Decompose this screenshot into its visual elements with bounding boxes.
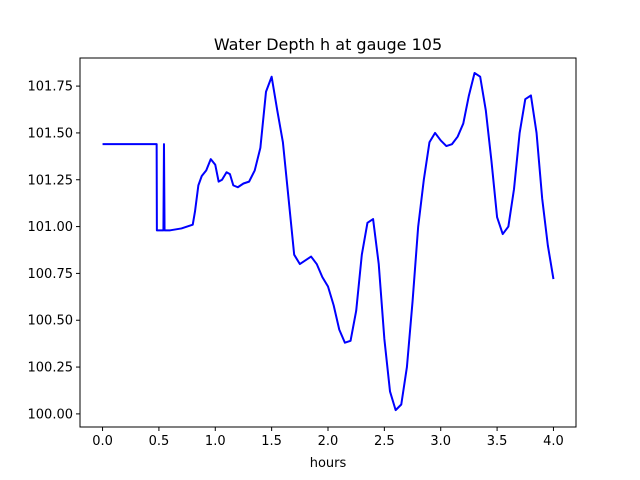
x-tick-label: 2.5 bbox=[374, 434, 395, 449]
x-tick-label: 0.0 bbox=[92, 434, 113, 449]
y-axis: 100.00 100.25 100.50 100.75 101.00 101.25 101.… bbox=[28, 80, 80, 422]
y-tick-label: 101.00 bbox=[28, 220, 74, 235]
x-tick-label: 2.0 bbox=[318, 434, 339, 449]
x-tick-label: 0.5 bbox=[149, 434, 170, 449]
x-tick-label: 1.0 bbox=[205, 434, 226, 449]
x-tick-label: 3.5 bbox=[487, 434, 508, 449]
x-tick-label: 3.0 bbox=[430, 434, 451, 449]
y-tick-label: 100.75 bbox=[28, 267, 74, 282]
y-tick-label: 100.50 bbox=[28, 314, 74, 329]
x-axis-label: hours bbox=[310, 456, 347, 471]
chart-title: Water Depth h at gauge 105 bbox=[214, 35, 442, 54]
y-tick-label: 100.25 bbox=[28, 361, 74, 376]
x-tick-label: 4.0 bbox=[543, 434, 564, 449]
y-tick-label: 101.25 bbox=[28, 173, 74, 188]
x-tick-label: 1.5 bbox=[261, 434, 282, 449]
series-line-water-depth bbox=[102, 71, 555, 412]
y-tick-label: 101.50 bbox=[28, 126, 74, 141]
x-axis: 0.0 0.5 1.0 1.5 2.0 2.5 3.0 3.5 4.0 bbox=[92, 427, 564, 449]
y-tick-label: 101.75 bbox=[28, 80, 74, 95]
y-tick-label: 100.00 bbox=[28, 407, 74, 422]
